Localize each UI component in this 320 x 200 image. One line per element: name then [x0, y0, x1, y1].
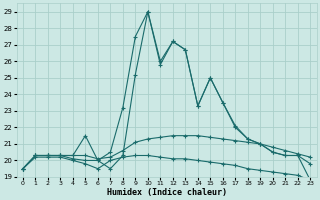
- X-axis label: Humidex (Indice chaleur): Humidex (Indice chaleur): [107, 188, 227, 197]
